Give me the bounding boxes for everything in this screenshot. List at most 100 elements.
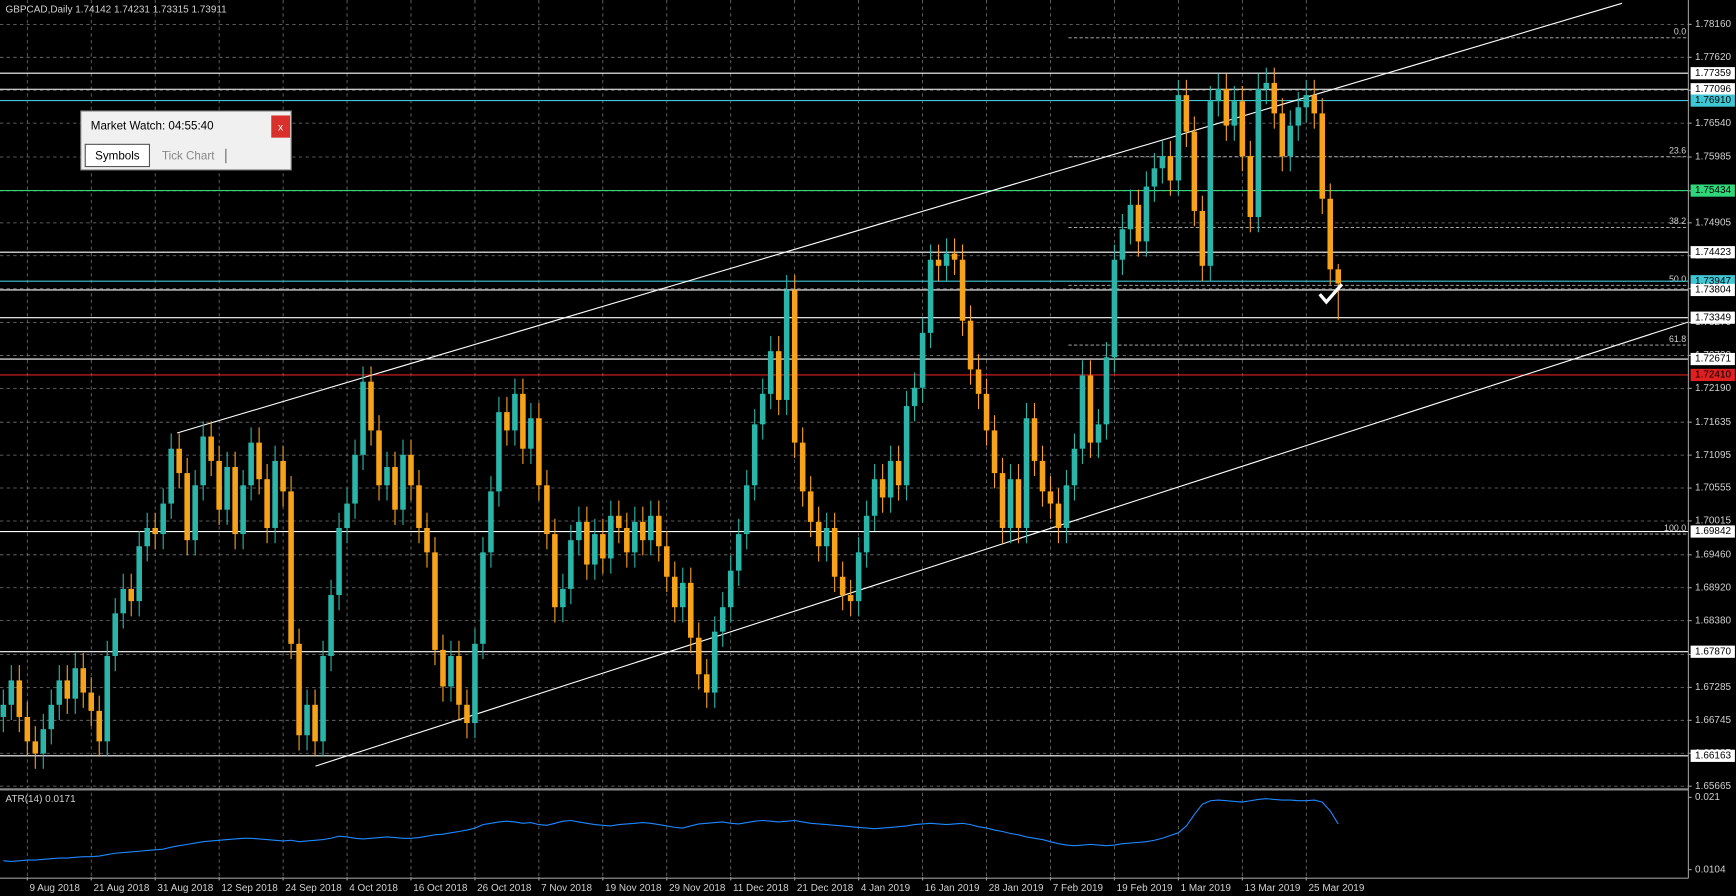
candle-body <box>1095 424 1102 443</box>
level-label: 1.67870 <box>1695 646 1731 657</box>
candle-body <box>592 534 598 565</box>
candle-body <box>408 454 414 486</box>
level-label: 1.73349 <box>1695 312 1731 323</box>
candle-body <box>863 515 870 553</box>
candle-body <box>136 546 142 602</box>
candle-body <box>616 515 622 528</box>
candle-body <box>384 467 390 486</box>
chart-header: GBPCAD,Daily 1.74142 1.74231 1.73315 1.7… <box>6 5 228 16</box>
candle-body <box>656 515 662 547</box>
candle-body <box>88 692 95 711</box>
level-label: 1.72671 <box>1695 354 1731 365</box>
candle-body <box>879 479 886 498</box>
candle-body <box>759 393 766 425</box>
candle-body <box>640 521 646 541</box>
candle-body <box>1023 418 1030 528</box>
candle-body <box>464 704 470 724</box>
candle-body <box>783 290 790 400</box>
fibo-label: 38.2 <box>1669 216 1686 226</box>
candle-body <box>280 460 286 492</box>
candle-body <box>72 668 79 699</box>
level-label-box <box>1690 749 1735 762</box>
candle-body <box>504 412 510 431</box>
checkmark <box>1318 283 1344 305</box>
candle-body <box>1087 375 1094 443</box>
candle-body <box>152 527 158 535</box>
candle-body <box>831 527 838 577</box>
atr-y-tick-label: 0.0104 <box>1695 864 1726 875</box>
levels: 0.0 23.6 38.2 50.0 61.8 100.0 <box>0 27 1689 757</box>
candle-body <box>967 320 974 370</box>
candle-body <box>815 521 822 547</box>
candle-body <box>999 473 1006 528</box>
candle-body <box>1119 229 1126 260</box>
candle-body <box>112 613 118 657</box>
tab-symbols[interactable] <box>84 143 151 168</box>
y-tick-label: 1.66745 <box>1695 715 1731 726</box>
y-tick-label: 1.70555 <box>1695 483 1731 494</box>
candle-body <box>927 259 934 333</box>
candle-body <box>128 588 134 602</box>
candle-body <box>432 552 438 650</box>
x-tick-label: 11 Dec 2018 <box>733 883 789 894</box>
candle-body <box>48 704 55 730</box>
candle-body <box>560 588 566 608</box>
y-tick-label: 1.70015 <box>1695 516 1731 527</box>
x-tick-label: 21 Dec 2018 <box>797 883 854 894</box>
candle-body <box>144 527 150 547</box>
candle-body <box>703 674 710 693</box>
candle-body <box>64 680 71 699</box>
level-label: 1.66163 <box>1695 750 1731 761</box>
candle-body <box>823 527 830 547</box>
candle-body <box>264 479 270 528</box>
candle-body <box>847 595 854 602</box>
tab-label[interactable]: Tick Chart <box>162 150 215 163</box>
candle-body <box>1071 448 1078 486</box>
y-tick-label: 1.78160 <box>1695 19 1731 30</box>
close-button[interactable] <box>271 115 291 138</box>
candle-body <box>903 406 910 486</box>
candle-body <box>1319 113 1326 199</box>
candle-body <box>568 540 574 589</box>
candle-body <box>544 485 550 535</box>
candle-body <box>1215 89 1222 102</box>
candle-body <box>96 710 103 742</box>
tab-label[interactable]: Symbols <box>95 150 140 163</box>
level-label-box <box>1690 645 1735 658</box>
candle-body <box>424 527 430 553</box>
candle-body <box>711 631 718 693</box>
candle-body <box>791 290 798 443</box>
candle-body <box>328 595 334 657</box>
close-button-label[interactable]: x <box>278 122 283 133</box>
candle-body <box>352 454 358 504</box>
candle-body <box>576 521 582 541</box>
x-tick-label: 24 Sep 2018 <box>285 883 342 894</box>
candle-body <box>895 460 902 486</box>
candle-body <box>1127 204 1134 230</box>
x-tick-label: 12 Sep 2018 <box>221 883 278 894</box>
candle-body <box>56 680 63 705</box>
candle-body <box>520 393 526 449</box>
candle-body <box>1239 101 1246 157</box>
candle-body <box>552 534 558 608</box>
candle-body <box>0 704 7 717</box>
candle-body <box>1311 95 1318 114</box>
level-label: 1.77096 <box>1695 84 1731 95</box>
candle-body <box>1063 485 1070 528</box>
candle-body <box>935 259 942 266</box>
candle-body <box>1263 82 1270 90</box>
y-tick-label: 1.65665 <box>1695 781 1731 792</box>
market-watch: Market Watch: 04:55:40 x Symbols Tick Ch… <box>80 110 292 171</box>
candle-body <box>1055 503 1062 528</box>
candle-body <box>1143 186 1150 242</box>
candle-body <box>839 576 846 596</box>
candle-body <box>1335 269 1342 284</box>
candle-body <box>400 454 406 510</box>
candle-body <box>312 704 318 742</box>
fibo-label: 0.0 <box>1674 27 1686 37</box>
axes: 1.781601.776201.770801.765401.759851.754… <box>26 19 1735 894</box>
candle-body <box>368 381 374 431</box>
candle-body <box>160 503 166 535</box>
